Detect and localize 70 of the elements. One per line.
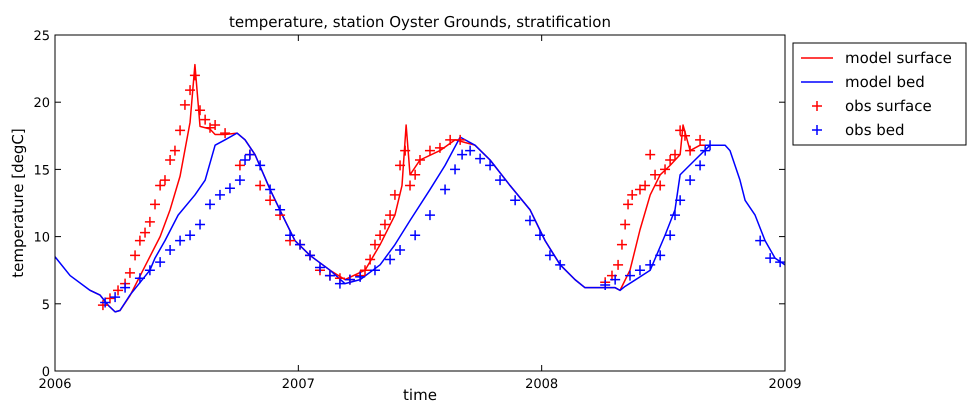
point (194, 218, 206, 230)
point (449, 164, 461, 176)
y-tick-label: 15 (33, 163, 50, 178)
point (274, 204, 286, 216)
point (544, 250, 556, 262)
point (239, 154, 251, 166)
x-axis-title: time (403, 386, 437, 404)
point (456, 148, 468, 160)
point (554, 259, 566, 271)
point (754, 234, 766, 246)
y-tick-label: 5 (42, 298, 50, 313)
point (474, 152, 486, 164)
point (494, 174, 506, 186)
point (674, 194, 686, 206)
point (534, 230, 546, 242)
point (664, 230, 676, 242)
point (384, 254, 396, 266)
legend-label: obs surface (845, 97, 932, 115)
point (684, 174, 696, 186)
point (134, 272, 146, 284)
point (284, 230, 296, 242)
legend-label: model surface (845, 49, 952, 67)
chart-title: temperature, station Oyster Grounds, stratification (228, 13, 612, 31)
point (99, 296, 111, 308)
point (654, 250, 666, 262)
legend-label: model bed (845, 73, 925, 91)
point (254, 160, 266, 172)
legend-label: obs bed (845, 121, 905, 139)
point (624, 270, 636, 282)
point (634, 264, 646, 276)
point (234, 174, 246, 186)
y-tick-label: 20 (33, 96, 50, 112)
x-tick-label: 2006 (38, 377, 72, 392)
line-series (55, 132, 785, 313)
y-tick-label: 25 (33, 29, 50, 44)
point (599, 279, 611, 291)
point (214, 189, 226, 201)
y-tick-label: 10 (33, 230, 50, 246)
point (204, 198, 216, 210)
point (109, 291, 121, 303)
point (424, 209, 436, 221)
point (774, 256, 785, 268)
point (524, 214, 536, 226)
point (184, 230, 196, 242)
point (644, 259, 656, 271)
point (119, 282, 131, 294)
point (224, 182, 236, 194)
point (144, 264, 156, 276)
point (464, 144, 476, 156)
point (609, 274, 621, 286)
point (699, 144, 711, 156)
x-tick-label: 2009 (768, 377, 802, 392)
point (484, 160, 496, 172)
point (439, 184, 451, 196)
point (669, 209, 681, 221)
point (369, 264, 381, 276)
x-tick-label: 2008 (525, 377, 558, 392)
point (334, 278, 346, 290)
point (174, 234, 186, 246)
y-axis-title: temperature [degC] (9, 128, 27, 278)
point (394, 244, 406, 256)
point (764, 252, 776, 264)
point (164, 244, 176, 256)
point (264, 184, 276, 196)
x-tick-label: 2007 (282, 377, 315, 392)
point (154, 256, 166, 268)
point (694, 160, 706, 172)
point (314, 262, 326, 274)
point (409, 230, 421, 242)
point (509, 194, 521, 206)
